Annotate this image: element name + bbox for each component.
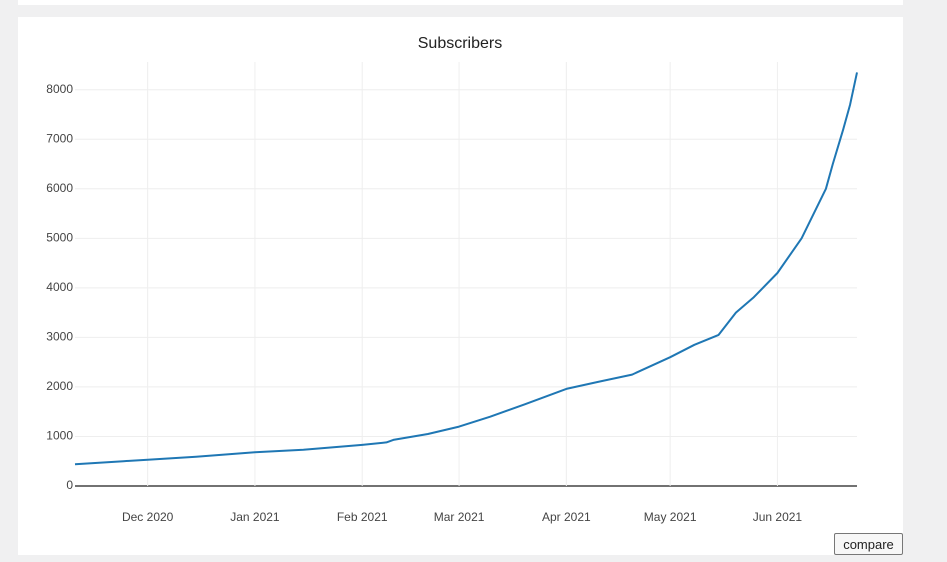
data-line bbox=[74, 72, 858, 466]
card bbox=[18, 0, 903, 5]
x-tick-label: May 2021 bbox=[644, 510, 697, 524]
x-tick-label: Mar 2021 bbox=[434, 510, 485, 524]
y-tick-label: 4000 bbox=[46, 280, 73, 294]
y-tick-label: 1000 bbox=[46, 429, 73, 443]
x-tick-label: Jan 2021 bbox=[230, 510, 280, 524]
y-tick-label: 6000 bbox=[46, 181, 73, 195]
y-tick-label: 5000 bbox=[46, 231, 73, 245]
card bbox=[18, 17, 903, 555]
y-tick-label: 7000 bbox=[46, 131, 73, 145]
y-tick-label: 8000 bbox=[46, 82, 73, 96]
y-tick-label: 2000 bbox=[46, 379, 73, 393]
x-tick-label: Feb 2021 bbox=[337, 510, 388, 524]
x-tick-label: Dec 2020 bbox=[122, 510, 174, 524]
compare-button[interactable]: compare bbox=[834, 533, 903, 555]
x-tick-label: Jun 2021 bbox=[753, 510, 803, 524]
chart-title: Subscribers bbox=[418, 35, 502, 52]
x-tick-label: Apr 2021 bbox=[542, 510, 591, 524]
y-tick-label: 3000 bbox=[46, 330, 73, 344]
y-tick-label: 0 bbox=[66, 478, 73, 492]
